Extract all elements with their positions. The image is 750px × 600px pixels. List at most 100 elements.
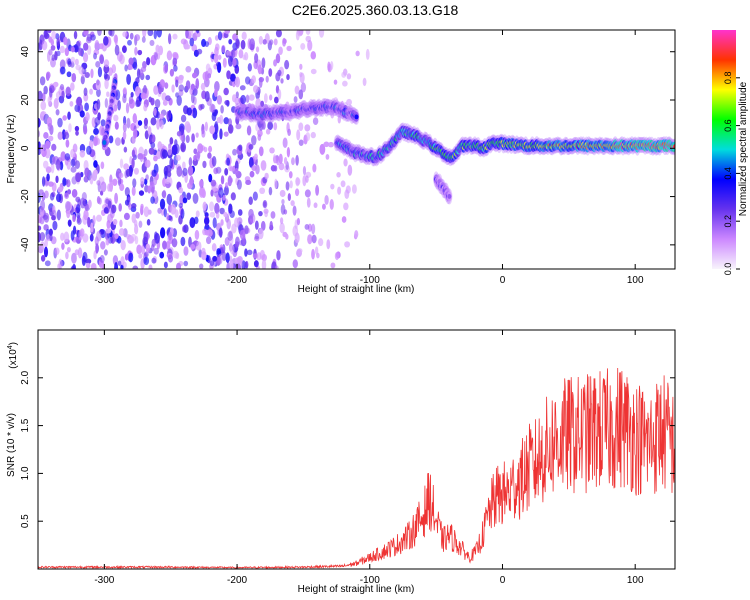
- noise-blob: [254, 220, 259, 230]
- noise-blob: [296, 30, 303, 37]
- noise-blob: [251, 135, 257, 146]
- noise-blob: [54, 247, 60, 255]
- noise-blob: [147, 209, 152, 215]
- noise-blob: [229, 73, 236, 82]
- noise-blob: [322, 203, 326, 210]
- noise-blob: [76, 211, 81, 219]
- noise-blob: [84, 203, 89, 210]
- noise-blob: [298, 89, 304, 100]
- noise-blob: [292, 225, 299, 237]
- noise-blob: [248, 156, 254, 168]
- noise-blob: [114, 137, 121, 146]
- noise-blob: [195, 210, 200, 218]
- noise-blob: [219, 207, 225, 215]
- noise-blob: [153, 247, 159, 255]
- noise-blob: [228, 38, 233, 45]
- noise-blob: [100, 181, 107, 193]
- noise-blob: [108, 135, 114, 144]
- noise-blob: [196, 30, 200, 34]
- noise-blob: [238, 49, 244, 59]
- noise-blob: [210, 104, 216, 113]
- trace-core: [105, 124, 110, 129]
- noise-blob: [90, 262, 97, 269]
- noise-blob: [329, 199, 334, 210]
- noise-blob: [128, 57, 134, 65]
- noise-blob: [150, 196, 155, 204]
- noise-blob: [57, 117, 63, 128]
- noise-blob: [148, 264, 153, 269]
- noise-blob: [166, 213, 170, 221]
- noise-blob: [193, 85, 198, 95]
- noise-blob: [229, 259, 234, 269]
- noise-blob: [173, 64, 178, 72]
- noise-blob: [151, 238, 156, 248]
- noise-blob: [100, 241, 106, 250]
- noise-blob: [105, 198, 110, 204]
- noise-blob: [175, 79, 179, 88]
- noise-blob: [106, 91, 110, 98]
- noise-blob: [70, 56, 76, 64]
- noise-blob: [294, 85, 300, 95]
- noise-blob: [135, 211, 140, 219]
- noise-blob: [162, 99, 168, 106]
- noise-blob: [275, 53, 281, 64]
- noise-blob: [83, 30, 89, 36]
- noise-blob: [176, 131, 182, 137]
- noise-blob: [224, 182, 229, 188]
- noise-blob: [192, 192, 199, 204]
- noise-blob: [40, 100, 47, 111]
- noise-blob: [41, 40, 48, 51]
- noise-blob: [304, 189, 311, 198]
- noise-blob: [93, 250, 97, 260]
- noise-blob: [328, 141, 334, 148]
- trace-upper-trace: [234, 98, 360, 125]
- noise-blob: [164, 64, 168, 73]
- noise-blob: [150, 141, 156, 149]
- noise-blob: [143, 206, 150, 218]
- noise-blob: [114, 44, 120, 56]
- noise-blob: [93, 136, 98, 147]
- noise-blob: [273, 38, 278, 46]
- spectrogram-y-axis: -40 -20 0 20 40: [20, 46, 675, 252]
- noise-blob: [257, 133, 262, 141]
- noise-blob: [74, 104, 81, 113]
- noise-blob: [176, 262, 182, 269]
- noise-blob: [157, 207, 162, 214]
- noise-blob: [41, 92, 46, 102]
- noise-blob: [209, 201, 215, 212]
- snr-y-tick-label: 2.0: [20, 370, 31, 384]
- spectrogram-x-label: Height of straight line (km): [298, 284, 415, 295]
- noise-blob: [319, 143, 326, 155]
- noise-blob: [134, 34, 141, 42]
- noise-blob: [296, 129, 301, 141]
- noise-blob: [212, 217, 217, 229]
- noise-blob: [365, 48, 370, 60]
- noise-blob: [79, 149, 86, 158]
- noise-blob: [255, 46, 260, 53]
- noise-blob: [228, 55, 233, 67]
- noise-blob: [82, 214, 88, 225]
- noise-blob: [38, 130, 41, 138]
- noise-blob: [120, 256, 125, 266]
- trace-core: [102, 140, 107, 145]
- noise-blob: [343, 158, 348, 167]
- noise-blob: [202, 160, 207, 169]
- noise-blob: [122, 130, 127, 140]
- noise-blob: [137, 49, 143, 56]
- noise-blob: [96, 99, 101, 110]
- noise-blob: [71, 72, 77, 83]
- noise-blob: [330, 61, 334, 70]
- noise-blob: [171, 84, 175, 93]
- noise-blob: [277, 69, 282, 77]
- noise-blob: [196, 151, 201, 159]
- noise-blob: [305, 30, 311, 35]
- noise-blob: [147, 125, 152, 136]
- noise-blob: [61, 242, 65, 250]
- noise-blob: [188, 157, 193, 167]
- noise-blob: [43, 30, 48, 38]
- noise-blob: [221, 44, 226, 53]
- noise-blob: [179, 194, 185, 206]
- noise-blob: [246, 249, 253, 256]
- noise-blob: [227, 124, 234, 134]
- noise-blob: [118, 172, 124, 179]
